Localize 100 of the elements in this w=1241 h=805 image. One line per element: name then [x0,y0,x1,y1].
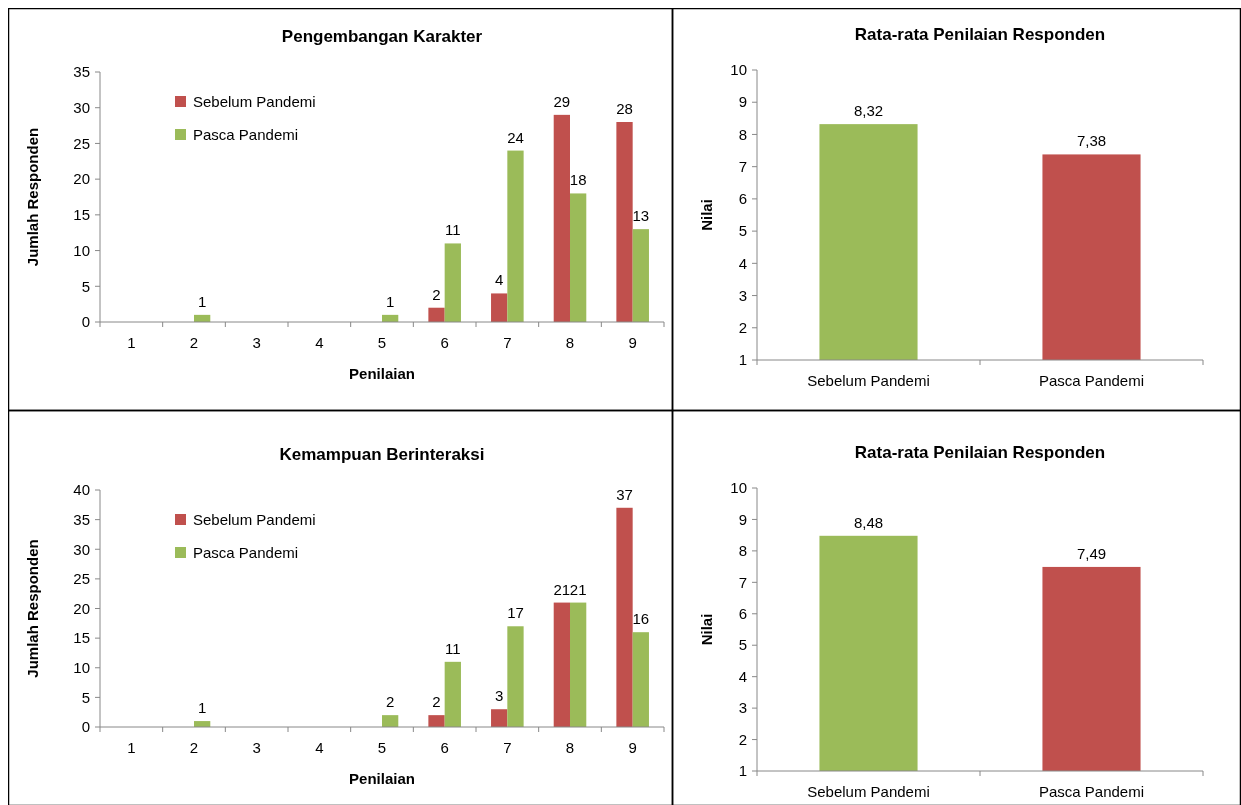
x-tick-label: 2 [189,739,199,756]
y-tick-label: 25 [73,570,90,588]
y-tick-label: 9 [738,93,747,111]
bar [444,243,461,322]
x-tick-label: 2 [189,334,199,351]
data-label: 1 [385,292,395,310]
x-tick-label: 6 [440,334,449,351]
y-tick-label: 8 [738,125,747,143]
bar [491,293,508,322]
y-tick-label: 1 [738,762,747,780]
y-tick-label: 9 [738,510,747,528]
legend-label: Sebelum Pandemi [193,511,316,529]
y-tick-label: 25 [73,134,90,152]
x-tick-label: 5 [377,739,387,756]
x-axis-title: Penilaian [349,770,415,787]
y-tick-label: 7 [738,573,747,591]
data-label: 28 [616,100,633,117]
data-label: 18 [569,171,587,189]
data-label: 1 [197,699,207,717]
y-tick-label: 3 [738,286,747,304]
x-tick-label: 4 [315,334,324,351]
data-label: 8,48 [853,513,884,531]
data-label: 37 [616,485,633,503]
y-tick-label: 20 [73,170,90,188]
x-tick-label: 8 [565,334,575,351]
bar [570,193,587,322]
y-tick-label: 5 [738,636,747,654]
data-label: 4 [495,271,504,289]
data-label: 16 [632,610,650,628]
data-label: 2 [432,693,441,711]
y-tick-label: 30 [73,98,90,116]
y-tick-label: 5 [81,277,90,295]
x-tick-label: 7 [503,739,512,756]
y-tick-label: 20 [73,599,90,617]
bar [428,307,445,322]
bar [632,632,649,727]
data-label: 2 [385,693,395,711]
bar [507,626,524,727]
x-tick-label: 8 [565,739,575,756]
x-tick-label: 3 [252,739,261,756]
data-label: 8,32 [853,102,884,120]
x-tick-label: 9 [628,334,637,351]
y-tick-label: 10 [730,61,747,79]
legend-label: Pasca Pandemi [193,544,299,562]
y-tick-label: 5 [738,222,747,240]
x-tick-label: 1 [127,334,136,351]
data-label: 21 [569,580,587,598]
data-label: 11 [445,639,461,657]
x-tick-label: 6 [440,739,449,756]
bar [553,114,570,322]
data-label: 7,49 [1076,544,1107,562]
data-label: 11 [445,221,461,239]
y-tick-label: 3 [738,699,747,717]
x-tick-label: 1 [127,739,136,756]
data-label: 1 [197,292,207,310]
bar [632,229,649,322]
y-tick-label: 1 [738,351,747,369]
data-label: 2 [432,285,441,303]
y-tick-label: 10 [73,659,90,676]
y-tick-label: 0 [81,718,90,736]
x-tick-label: 7 [503,334,512,351]
bar [382,715,399,727]
y-tick-label: 15 [73,629,90,647]
data-label: 7,38 [1076,132,1107,150]
bar [444,661,461,727]
x-axis-title: Penilaian [349,365,415,382]
x-tick-label: 5 [377,334,387,351]
y-tick-label: 6 [738,190,747,208]
y-tick-label: 30 [73,540,90,558]
x-tick-label: 4 [315,739,324,756]
bar [616,122,633,322]
data-label: 21 [553,580,571,598]
chart-title: Rata-rata Penilaian Responden [854,25,1106,44]
y-tick-label: 40 [73,481,90,499]
y-tick-label: 8 [738,542,747,560]
y-tick-label: 6 [738,605,747,623]
y-tick-label: 0 [81,313,90,331]
bar [491,709,508,727]
y-tick-label: 35 [73,63,90,81]
y-tick-label: 10 [73,241,90,259]
y-tick-label: 4 [738,667,747,685]
data-label: 17 [507,604,524,622]
chart-title: Kemampuan Berinteraksi [279,445,485,464]
bar [570,602,587,727]
y-tick-label: 35 [73,510,90,528]
y-axis-title: Jumlah Responden [24,127,41,267]
y-tick-label: 7 [738,157,747,175]
chart-title: Pengembangan Karakter [281,27,483,46]
y-tick-label: 5 [81,688,90,706]
legend-label: Pasca Pandemi [193,126,299,144]
y-tick-label: 2 [738,319,747,337]
y-tick-label: 10 [730,479,747,497]
y-tick-label: 4 [738,254,747,272]
chart-title: Rata-rata Penilaian Responden [854,443,1106,462]
legend-label: Sebelum Pandemi [193,93,316,111]
y-axis-title: Jumlah Responden [24,539,41,678]
bar [507,150,524,322]
data-label: 3 [495,687,504,705]
bar [616,507,633,727]
bar [428,715,445,727]
